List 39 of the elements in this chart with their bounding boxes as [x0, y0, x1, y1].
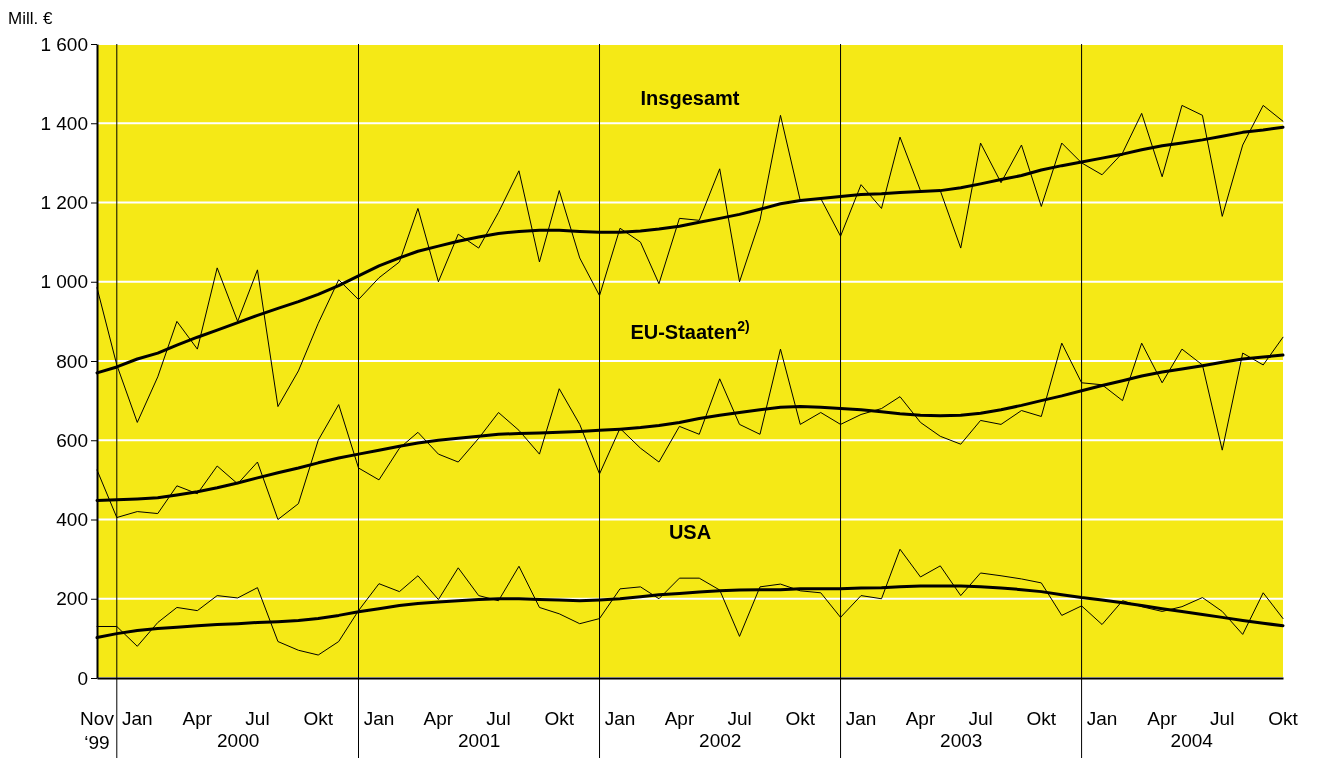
x-tick-label: Okt: [785, 708, 816, 729]
x2-tick-label: 2001: [458, 729, 501, 751]
y-tick-label: 0: [77, 667, 88, 689]
x-tick-label: Apr: [423, 708, 454, 729]
x-tick-label: Jan: [604, 708, 636, 729]
y-tick-label: 400: [56, 509, 88, 531]
x-tick-label: Jan: [121, 708, 153, 729]
y-tick-label: 1 000: [40, 271, 88, 293]
x-tick-label: Apr: [664, 708, 695, 729]
y-tick-label: 1 200: [40, 192, 88, 214]
x2-tick-label: 2004: [1170, 729, 1214, 751]
y-axis-title: Mill. €: [8, 9, 53, 28]
x-tick-label: Nov ‘99: [80, 708, 115, 753]
x2-tick-label: 2003: [940, 729, 983, 751]
x-tick-label: Okt: [1026, 708, 1057, 729]
y-tick-label: 200: [56, 588, 88, 610]
y-tick-label: 600: [56, 429, 88, 451]
y-tick-label: 1 600: [40, 33, 88, 55]
y-tick-label: 1 400: [40, 112, 88, 134]
x-tick-label: Jul: [968, 708, 993, 729]
series-label: USA: [668, 521, 712, 544]
x-tick-label: Jul: [245, 708, 270, 729]
text: Insgesamt: [640, 87, 740, 110]
x2-tick-label: 2000: [217, 729, 260, 751]
series-label: EU-Staaten$^{2)}$: [630, 318, 750, 344]
x-tick-label: Okt: [544, 708, 575, 729]
x-tick-label: Okt: [1268, 708, 1299, 729]
x-tick-label: Apr: [905, 708, 936, 729]
y-tick-label: 800: [56, 350, 88, 372]
x-tick-label: Jul: [1210, 708, 1235, 729]
x-tick-label: Okt: [303, 708, 334, 729]
x-tick-label: Jan: [845, 708, 877, 729]
x-tick-label: Jan: [363, 708, 395, 729]
x-tick-label: Jul: [727, 708, 752, 729]
x-tick-label: Jul: [486, 708, 511, 729]
x-tick-label: Apr: [182, 708, 213, 729]
x-tick-label: Jan: [1086, 708, 1118, 729]
x-tick-label: Apr: [1147, 708, 1178, 729]
x2-tick-label: 2002: [699, 729, 742, 751]
